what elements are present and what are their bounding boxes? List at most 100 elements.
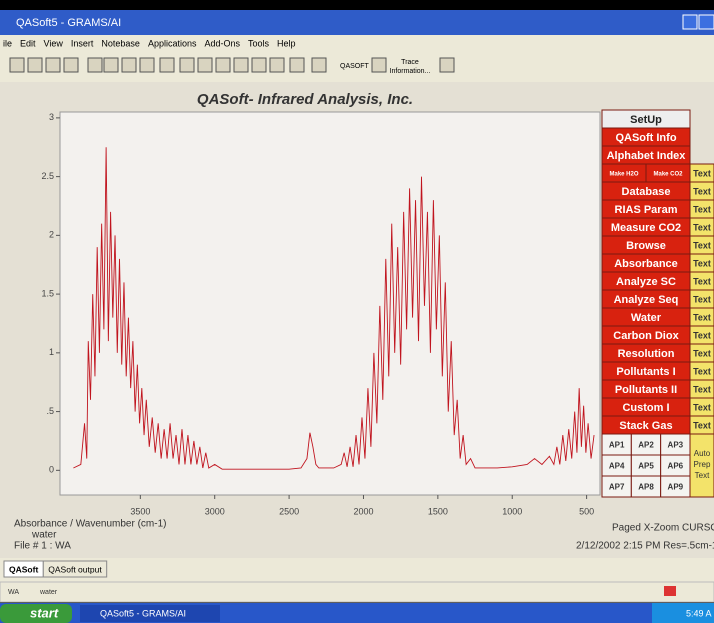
menu-item[interactable]: Insert	[71, 38, 94, 48]
toolbar-icon[interactable]	[160, 58, 174, 72]
toolbar-icon[interactable]	[216, 58, 230, 72]
text-button[interactable]: Text	[690, 344, 714, 362]
text-button[interactable]: Text	[690, 236, 714, 254]
text-button[interactable]: Text	[690, 164, 714, 182]
setup-header[interactable]: SetUp	[602, 110, 690, 128]
menu-item[interactable]: Notebase	[101, 38, 140, 48]
toolbar-icon[interactable]	[290, 58, 304, 72]
toolbar-icon[interactable]	[234, 58, 248, 72]
ap-button-label: AP1	[609, 441, 625, 450]
toolbar-icon[interactable]	[372, 58, 386, 72]
toolbar-icon[interactable]	[46, 58, 60, 72]
panel-button[interactable]: Analyze SC	[602, 272, 690, 290]
tab[interactable]: QASoft output	[43, 561, 106, 577]
x-tick-label: 1500	[428, 506, 448, 516]
text-button[interactable]: Text	[690, 272, 714, 290]
text-button[interactable]: Text	[690, 416, 714, 434]
panel-button[interactable]: Stack Gas	[602, 416, 690, 434]
menu-item[interactable]: View	[44, 38, 64, 48]
menu-item[interactable]: ile	[3, 38, 12, 48]
toolbar-icon[interactable]	[140, 58, 154, 72]
toolbar-icon[interactable]	[10, 58, 24, 72]
panel-button[interactable]: RIAS Param	[602, 200, 690, 218]
menu-item[interactable]: Help	[277, 38, 296, 48]
text-button-label: Text	[693, 204, 711, 214]
text-button[interactable]: Text	[690, 326, 714, 344]
ap-button-label: AP4	[609, 462, 625, 471]
panel-button-label: RIAS Param	[615, 204, 678, 216]
toolbar-label[interactable]: Information...	[390, 68, 431, 75]
x-tick-label: 500	[579, 506, 594, 516]
status-field: WA	[8, 589, 19, 596]
ap-button[interactable]: AP4	[602, 455, 631, 476]
tab[interactable]: QASoft	[4, 561, 43, 577]
toolbar-icon[interactable]	[64, 58, 78, 72]
panel-button[interactable]: Carbon Diox	[602, 326, 690, 344]
ap-button[interactable]: AP9	[661, 476, 690, 497]
ap-button[interactable]: AP7	[602, 476, 631, 497]
menu-item[interactable]: Edit	[20, 38, 36, 48]
text-button[interactable]: Text	[690, 290, 714, 308]
text-button[interactable]: Text	[690, 182, 714, 200]
text-button[interactable]: Text	[690, 218, 714, 236]
panel-button[interactable]: Water	[602, 308, 690, 326]
maximize-button[interactable]	[699, 15, 714, 29]
ap-button[interactable]: AP5	[631, 455, 660, 476]
panel-button[interactable]: Resolution	[602, 344, 690, 362]
start-label: start	[30, 605, 59, 620]
ap-button[interactable]: AP6	[661, 455, 690, 476]
text-button-label: Text	[693, 366, 711, 376]
text-button[interactable]: Text	[690, 308, 714, 326]
tab-label: QASoft output	[48, 564, 102, 574]
text-button[interactable]: Text	[690, 362, 714, 380]
panel-button[interactable]: Custom I	[602, 398, 690, 416]
ap-button-label: AP6	[668, 462, 684, 471]
panel-button[interactable]: Alphabet Index	[602, 146, 690, 164]
menu-item[interactable]: Applications	[148, 38, 197, 48]
panel-button-label: Water	[631, 312, 662, 324]
ap-button[interactable]: AP2	[631, 434, 660, 455]
panel-button[interactable]: Browse	[602, 236, 690, 254]
ap-button-label: AP5	[638, 462, 654, 471]
toolbar-icon[interactable]	[122, 58, 136, 72]
toolbar-icon[interactable]	[28, 58, 42, 72]
text-button[interactable]: Text	[690, 398, 714, 416]
panel-button[interactable]: Database	[602, 182, 690, 200]
make-button[interactable]: Make H2O	[602, 164, 646, 182]
ap-button[interactable]: AP8	[631, 476, 660, 497]
toolbar-label[interactable]: QASOFT	[340, 63, 370, 70]
text-button[interactable]: Text	[690, 254, 714, 272]
toolbar-icon[interactable]	[180, 58, 194, 72]
toolbar-icon[interactable]	[252, 58, 266, 72]
panel-button[interactable]: QASoft Info	[602, 128, 690, 146]
panel-button[interactable]: Pollutants II	[602, 380, 690, 398]
panel-button[interactable]: Absorbance	[602, 254, 690, 272]
panel-button[interactable]: Analyze Seq	[602, 290, 690, 308]
menu-item[interactable]: Tools	[248, 38, 270, 48]
ap-button[interactable]: AP1	[602, 434, 631, 455]
text-button-label: Text	[693, 294, 711, 304]
text-button[interactable]: Text	[690, 200, 714, 218]
plot-area	[60, 112, 600, 495]
ap-button-label: AP3	[668, 441, 684, 450]
make-button[interactable]: Make CO2	[646, 164, 690, 182]
toolbar-icon[interactable]	[198, 58, 212, 72]
toolbar-icon[interactable]	[104, 58, 118, 72]
task-label: QASoft5 - GRAMS/AI	[100, 608, 186, 618]
panel-button[interactable]: Pollutants I	[602, 362, 690, 380]
toolbar-label[interactable]: Trace	[401, 59, 419, 66]
toolbar-icon[interactable]	[88, 58, 102, 72]
text-button-label: Text	[693, 330, 711, 340]
toolbar-icon[interactable]	[270, 58, 284, 72]
toolbar-icon[interactable]	[312, 58, 326, 72]
text-button[interactable]: Text	[690, 380, 714, 398]
sample-name: water	[31, 530, 57, 541]
panel-button[interactable]: Measure CO2	[602, 218, 690, 236]
toolbar-icon[interactable]	[440, 58, 454, 72]
ap-button[interactable]: AP3	[661, 434, 690, 455]
minimize-button[interactable]	[683, 15, 697, 29]
text-button-label: Text	[693, 168, 711, 178]
menu-item[interactable]: Add-Ons	[204, 38, 240, 48]
text-button-label: Text	[693, 240, 711, 250]
